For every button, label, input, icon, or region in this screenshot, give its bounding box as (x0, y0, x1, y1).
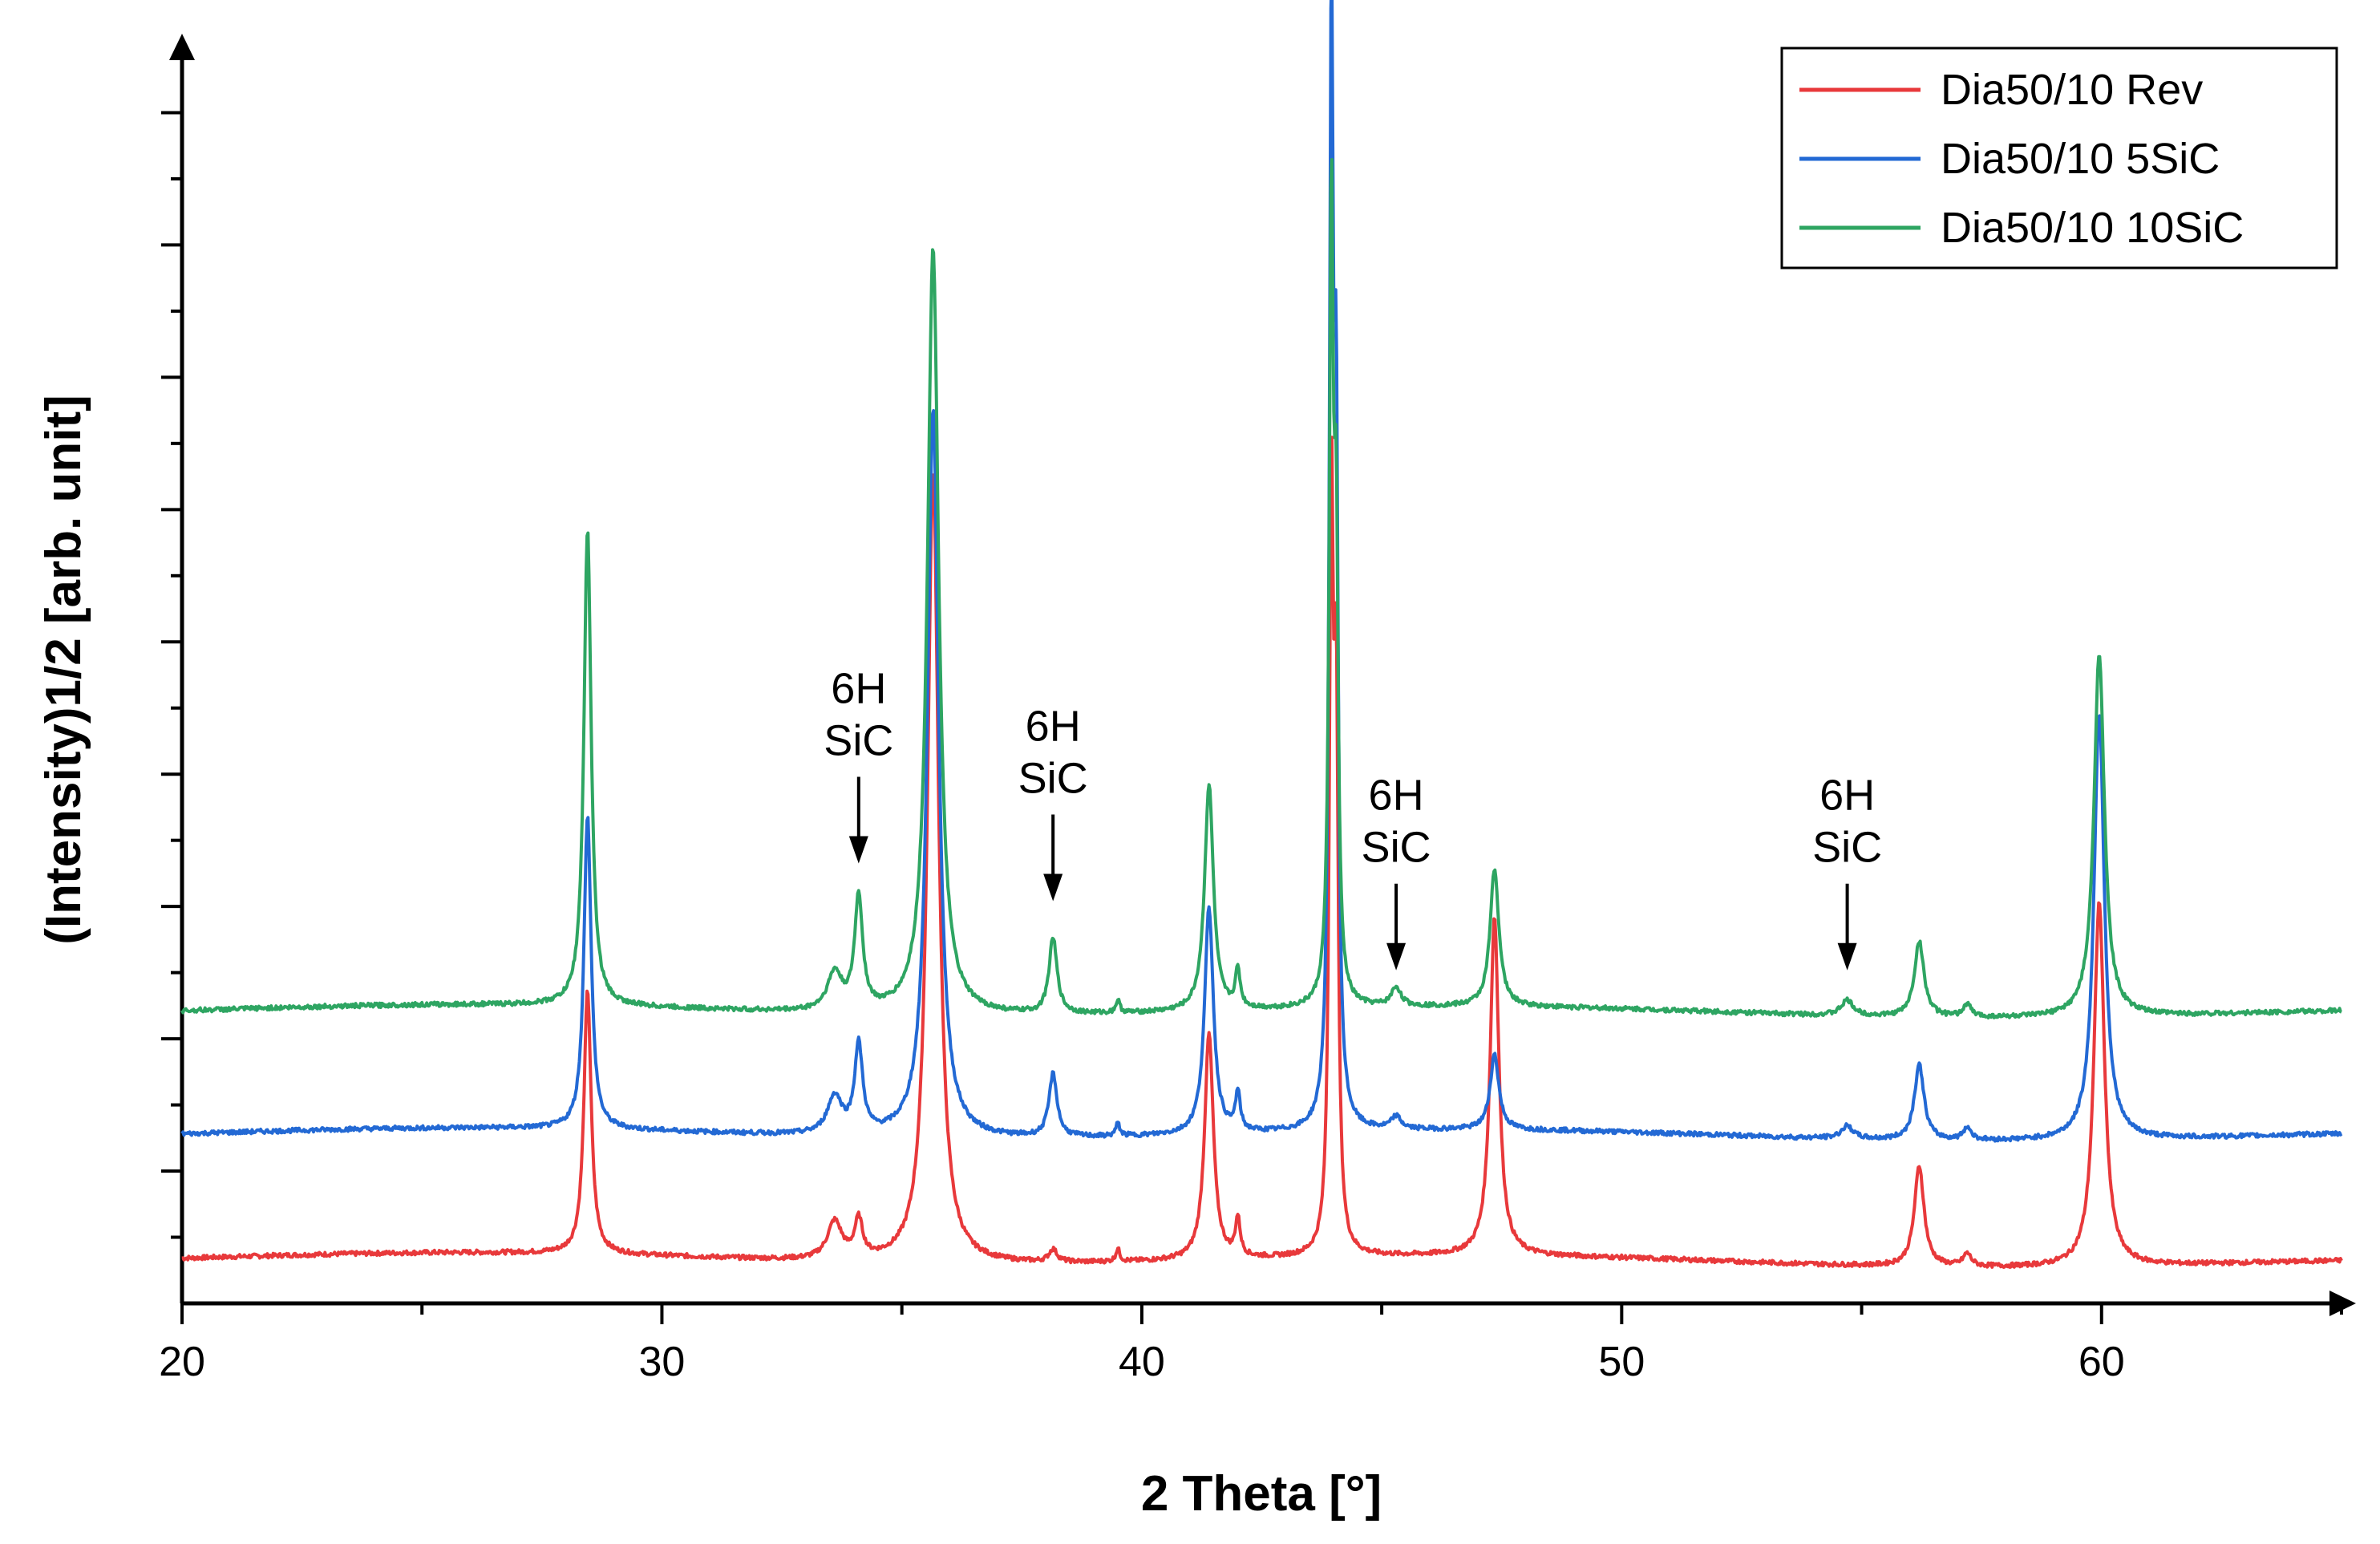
x-tick-label: 50 (1598, 1339, 1645, 1385)
x-tick-label: 20 (159, 1339, 205, 1385)
annotation-label: 6H (1819, 772, 1875, 820)
x-tick-label: 60 (2078, 1339, 2125, 1385)
series-line-rev (181, 436, 2343, 1269)
x-tick-label: 40 (1119, 1339, 1165, 1385)
annotation-label: 6H (1026, 703, 1081, 751)
annotation-label: SiC (1812, 824, 1882, 872)
annotation-arrowhead (1043, 873, 1063, 902)
y-axis-ticks (161, 111, 182, 1239)
series-line-sic10 (180, 158, 2342, 1019)
legend-label-rev: Dia50/10 Rev (1941, 66, 2203, 114)
legend: Dia50/10 Rev Dia50/10 5SiC Dia50/10 10Si… (1780, 47, 2338, 269)
annotation-arrowhead (1837, 942, 1857, 971)
y-axis-title: (Intensity)1/2 [arb. unit] (36, 395, 91, 944)
series-lines (180, 0, 2343, 1269)
annotation-label: 6H (1369, 772, 1424, 820)
annotation-arrowhead (848, 836, 868, 864)
series-line-sic5 (180, 0, 2343, 1143)
x-axis-title: 2 Theta [°] (1141, 1466, 1382, 1522)
annotation-arrowhead (1386, 942, 1407, 971)
y-axis-arrow (169, 34, 195, 60)
annotation-label: 6H (831, 665, 886, 713)
x-tick-label: 30 (639, 1339, 686, 1385)
legend-label-10sic: Dia50/10 10SiC (1941, 204, 2244, 252)
annotation-label: SiC (1018, 755, 1088, 803)
annotation-label: SiC (824, 717, 893, 765)
annotation-label: SiC (1362, 824, 1431, 872)
legend-label-5sic: Dia50/10 5SiC (1941, 135, 2220, 183)
x-axis-ticks: 20 30 40 50 60 (159, 1303, 2343, 1385)
